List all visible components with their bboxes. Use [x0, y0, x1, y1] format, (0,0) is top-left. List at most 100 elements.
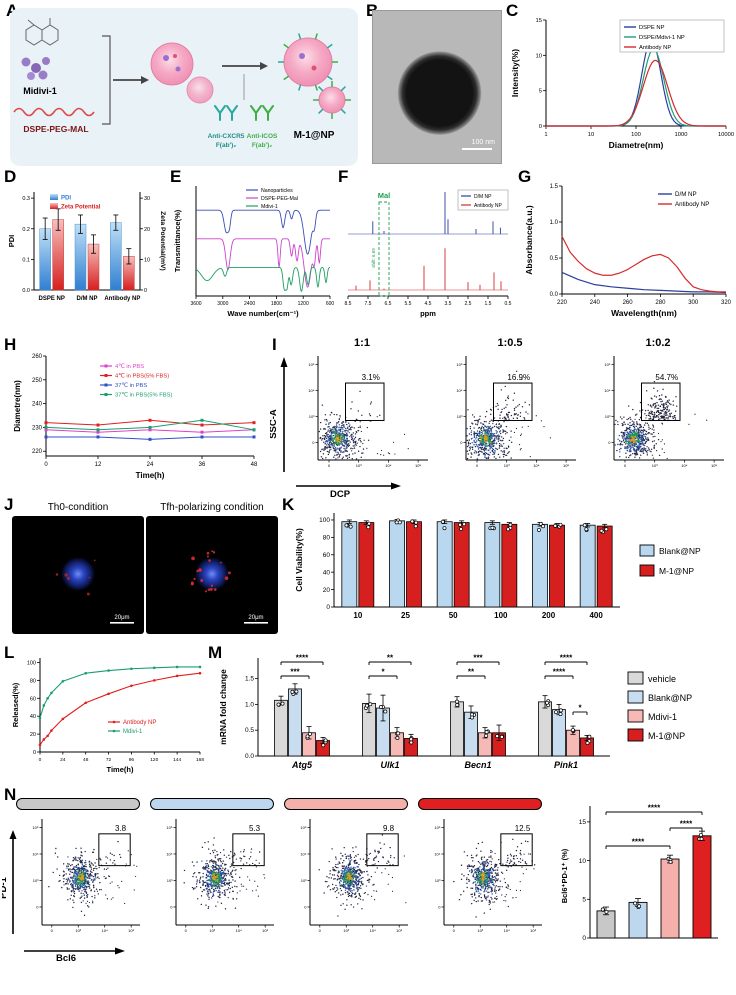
- svg-text:10⁵: 10⁵: [563, 463, 569, 468]
- midivi-label: Midivi-1: [23, 86, 57, 96]
- svg-text:10⁴: 10⁴: [434, 851, 440, 856]
- svg-text:10³: 10³: [33, 878, 39, 883]
- svg-text:0: 0: [33, 750, 36, 756]
- svg-text:36: 36: [199, 462, 206, 468]
- dcp-label: DCP: [330, 489, 351, 498]
- svg-text:15: 15: [536, 18, 542, 24]
- bcl6-axis-arrow: Bcl6: [24, 947, 125, 962]
- svg-text:0: 0: [39, 757, 42, 763]
- uv-absorbance-chart: 220 240 260 280 300 320 0.0 0.5 1.0 1.5 Wavelength…: [524, 184, 732, 318]
- svg-text:Nanoparticles: Nanoparticles: [261, 188, 293, 194]
- svg-text:10⁵: 10⁵: [530, 928, 536, 933]
- svg-text:20: 20: [323, 587, 331, 594]
- svg-text:4℃ in PBS(5% FBS): 4℃ in PBS(5% FBS): [115, 374, 169, 380]
- svg-text:320: 320: [721, 300, 732, 306]
- svg-text:280: 280: [655, 300, 666, 306]
- svg-text:1800: 1800: [271, 301, 282, 307]
- svg-text:2400: 2400: [244, 301, 255, 307]
- svg-text:****: ****: [296, 654, 309, 663]
- svg-text:10⁵: 10⁵: [128, 928, 134, 933]
- svg-text:Antibody NP: Antibody NP: [123, 720, 156, 726]
- svg-text:7.5: 7.5: [365, 301, 372, 307]
- svg-text:D/M NP: D/M NP: [77, 296, 98, 302]
- svg-text:240: 240: [590, 300, 601, 306]
- svg-text:PDI: PDI: [61, 196, 71, 202]
- svg-text:0: 0: [453, 928, 456, 933]
- svg-text:ppm: ppm: [420, 309, 436, 318]
- svg-text:Wave number(cm⁻¹): Wave number(cm⁻¹): [227, 309, 299, 318]
- svg-text:0: 0: [319, 928, 322, 933]
- svg-text:Mdivi-1: Mdivi-1: [648, 712, 677, 722]
- svg-text:10⁴: 10⁴: [385, 463, 391, 468]
- svg-text:***: ***: [473, 654, 483, 663]
- svg-text:0: 0: [624, 463, 627, 468]
- svg-text:0: 0: [170, 904, 173, 909]
- flow-i-title-0: 1:1: [354, 337, 370, 349]
- svg-text:10⁴: 10⁴: [681, 463, 687, 468]
- svg-text:230: 230: [32, 425, 43, 431]
- svg-text:Antibody NP: Antibody NP: [474, 203, 502, 209]
- panel-label-k: K: [282, 495, 295, 514]
- svg-text:10³: 10³: [504, 463, 510, 468]
- svg-text:***: ***: [290, 668, 300, 677]
- svg-text:10: 10: [536, 53, 542, 59]
- svg-text:Transmittance(%): Transmittance(%): [173, 209, 182, 272]
- anti-cxcr5-antibody-icon: [214, 105, 238, 121]
- n-header-blank: [150, 798, 274, 810]
- svg-text:3600: 3600: [190, 301, 201, 307]
- svg-text:10⁴: 10⁴: [370, 928, 376, 933]
- ssca-label: SSC-A: [270, 409, 279, 439]
- svg-text:10³: 10³: [477, 928, 483, 933]
- panel-label-i: I: [272, 335, 277, 354]
- svg-text:10⁴: 10⁴: [32, 851, 38, 856]
- svg-text:10⁵: 10⁵: [434, 825, 440, 830]
- svg-text:1.5: 1.5: [485, 301, 492, 307]
- svg-text:10⁴: 10⁴: [533, 463, 539, 468]
- svg-text:**: **: [387, 654, 394, 663]
- svg-text:40: 40: [323, 569, 331, 576]
- svg-text:Becn1: Becn1: [464, 760, 491, 770]
- svg-text:DSPE-PEG-Mal: DSPE-PEG-Mal: [261, 196, 298, 202]
- tem-scalebar-label: 100 nm: [471, 139, 495, 146]
- svg-text:1200: 1200: [298, 301, 309, 307]
- svg-text:Wavelength(nm): Wavelength(nm): [611, 308, 677, 318]
- flow-i-title-2: 1:0.2: [645, 337, 671, 349]
- svg-text:40: 40: [30, 714, 36, 720]
- svg-text:10³: 10³: [209, 928, 215, 933]
- svg-text:Intensity(%): Intensity(%): [510, 49, 520, 97]
- svg-text:Released(%): Released(%): [11, 682, 20, 727]
- pd1-axis-arrow: PD-1: [2, 830, 17, 934]
- svg-text:96: 96: [129, 757, 135, 763]
- svg-text:10³: 10³: [309, 414, 315, 419]
- anti-cxcr5-label-1: Anti-CXCR5: [208, 133, 245, 140]
- n-header-vehicle: [16, 798, 140, 810]
- svg-text:4℃ in PBS: 4℃ in PBS: [115, 364, 144, 370]
- panel-label-m: M: [208, 643, 223, 662]
- svg-text:*: *: [381, 668, 385, 677]
- svg-text:80: 80: [323, 535, 331, 542]
- nanoparticle-icon: [150, 42, 214, 104]
- n-header-mdivi: [284, 798, 408, 810]
- svg-text:0: 0: [328, 463, 331, 468]
- j-title-th0: Th0-condition: [47, 502, 109, 513]
- svg-text:10⁵: 10⁵: [396, 928, 402, 933]
- svg-text:10⁵: 10⁵: [308, 362, 314, 367]
- svg-text:220: 220: [32, 449, 43, 455]
- svg-text:600: 600: [326, 301, 335, 307]
- svg-text:0: 0: [438, 904, 441, 909]
- svg-text:250: 250: [32, 378, 43, 384]
- svg-text:10⁴: 10⁴: [604, 388, 610, 393]
- svg-text:0.2: 0.2: [22, 227, 30, 233]
- scheme-background: [10, 8, 358, 166]
- svg-text:0: 0: [144, 288, 147, 294]
- svg-text:20μm: 20μm: [248, 615, 263, 621]
- bracket-icon: [102, 35, 111, 125]
- svg-text:Antibody NP: Antibody NP: [675, 201, 709, 208]
- svg-text:240: 240: [32, 402, 43, 408]
- svg-text:0.0: 0.0: [22, 288, 30, 294]
- svg-text:PDI: PDI: [7, 235, 16, 248]
- svg-text:5.3: 5.3: [249, 824, 261, 833]
- arrow-right-icon: [113, 76, 149, 84]
- final-nanoparticle-icon: [283, 37, 346, 114]
